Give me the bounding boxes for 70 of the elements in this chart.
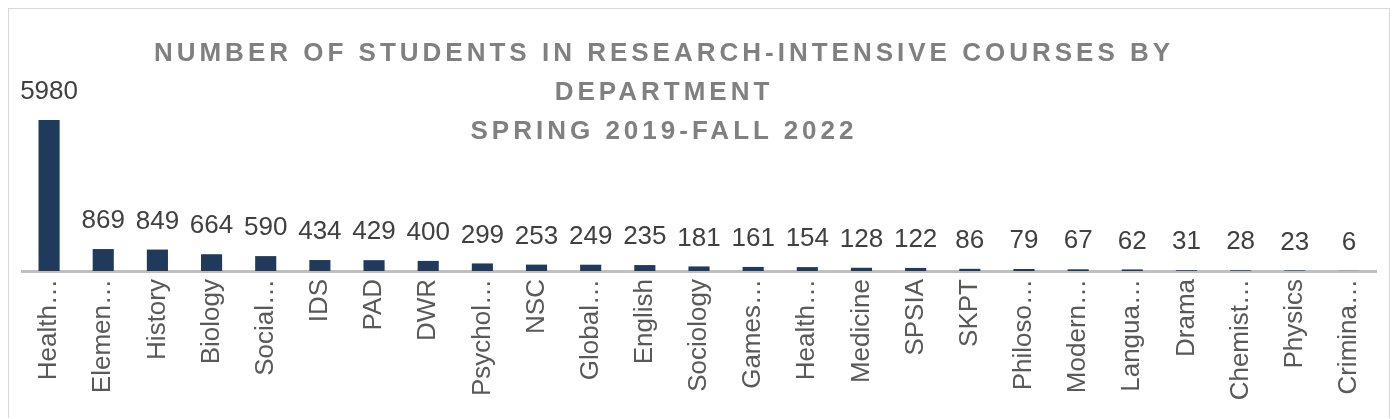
x-tick-label: Sociology <box>682 279 713 392</box>
x-tick-label: SKPT <box>952 278 983 347</box>
bar <box>92 249 114 271</box>
data-label: 154 <box>785 222 830 253</box>
data-label: 128 <box>839 222 884 253</box>
data-label: 590 <box>244 211 288 242</box>
x-tick-label: Modern… <box>1061 279 1092 394</box>
bar <box>255 256 277 271</box>
data-label: 86 <box>955 224 985 254</box>
data-label: 869 <box>81 204 125 235</box>
bar <box>363 260 385 271</box>
data-label: 664 <box>189 209 234 240</box>
x-tick-label: Games… <box>736 279 767 389</box>
bar <box>634 265 656 271</box>
x-tick-label: Philoso… <box>1007 279 1038 391</box>
data-label: 5980 <box>20 75 78 106</box>
data-label: 849 <box>135 204 180 235</box>
bar <box>905 267 927 271</box>
data-label: 28 <box>1226 225 1256 256</box>
x-tick-label: IDS <box>303 279 334 323</box>
bar <box>417 260 439 271</box>
bar <box>742 266 764 271</box>
data-label: 79 <box>1009 224 1039 255</box>
bar <box>309 260 331 271</box>
data-label: 122 <box>893 223 938 254</box>
x-tick-label: Psychol… <box>465 279 496 397</box>
x-tick-label: Elemen… <box>86 279 117 394</box>
x-tick-label: Health… <box>32 279 63 381</box>
x-tick-label: Global… <box>573 279 604 381</box>
bar <box>796 267 818 271</box>
x-tick-label: Crimina… <box>1332 279 1363 395</box>
x-tick-label: Social… <box>248 279 279 376</box>
x-tick-label: DWR <box>411 279 442 342</box>
data-label: 62 <box>1117 224 1147 255</box>
data-label: 235 <box>623 220 667 251</box>
data-label: 67 <box>1063 224 1093 255</box>
x-tick-label: Health… <box>790 279 821 381</box>
data-label: 434 <box>298 215 342 246</box>
x-tick-label: Medicine <box>844 279 875 384</box>
data-label: 181 <box>677 221 721 252</box>
x-tick-label: English <box>628 279 659 365</box>
bar <box>525 264 548 271</box>
bar <box>38 120 60 271</box>
bar <box>471 263 493 271</box>
x-tick-label: SPSIA <box>898 278 929 356</box>
bar <box>688 266 710 271</box>
x-tick-label: History <box>140 279 171 360</box>
bar <box>580 264 602 271</box>
bar <box>850 267 873 271</box>
x-tick-label: Biology <box>194 279 225 365</box>
chart-title: NUMBER OF STUDENTS IN RESEARCH-INTENSIVE COURSES BY DEPARTMENT <box>152 36 1176 108</box>
chart-subtitle: SPRING 2019-FALL 2022 <box>469 114 859 147</box>
x-tick-label: PAD <box>357 279 388 331</box>
data-label: 299 <box>460 218 505 249</box>
data-label: 400 <box>406 216 450 247</box>
data-label: 6 <box>1341 226 1357 257</box>
data-label: 31 <box>1171 225 1201 256</box>
x-tick-label: NSC <box>519 279 550 334</box>
x-tick-label: Drama <box>1169 278 1200 358</box>
data-label: 429 <box>352 215 396 246</box>
bar <box>146 249 168 271</box>
x-tick-label: Chemist… <box>1223 279 1254 401</box>
bar <box>959 268 981 271</box>
x-tick-label: Physics <box>1277 279 1308 369</box>
x-tick-label: Langua… <box>1115 279 1146 392</box>
data-label: 249 <box>568 219 613 250</box>
data-label: 253 <box>514 219 559 250</box>
data-label: 23 <box>1280 225 1310 256</box>
data-label: 161 <box>731 222 775 253</box>
bar <box>201 254 223 271</box>
